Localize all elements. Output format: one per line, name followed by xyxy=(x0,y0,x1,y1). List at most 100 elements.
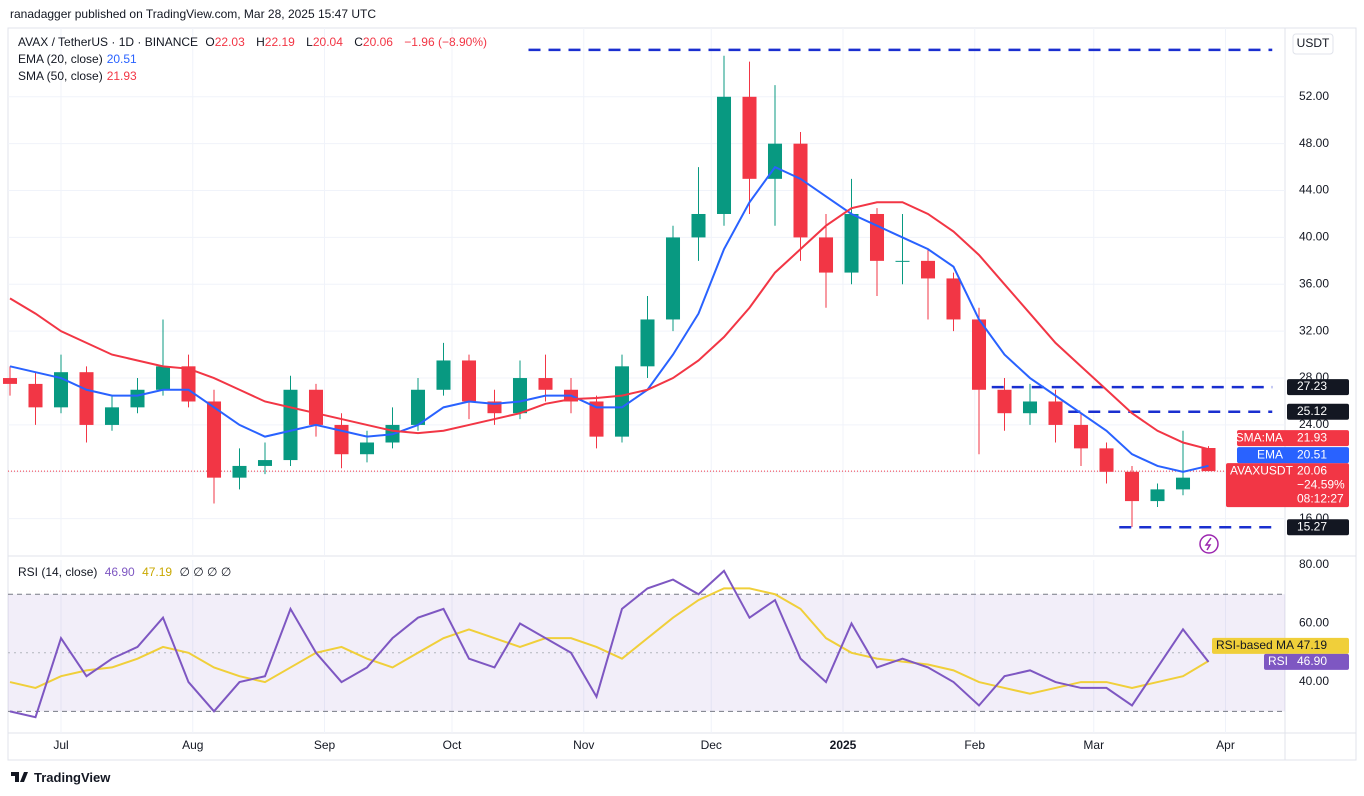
rsi-tick-label: 80.00 xyxy=(1299,557,1329,571)
ma-label-name: EMA xyxy=(1257,447,1283,461)
ma-label-value: 20.51 xyxy=(1297,447,1327,461)
candle-body xyxy=(104,407,120,425)
ma-label-box xyxy=(1237,430,1349,447)
candle-body xyxy=(2,378,18,384)
ohlc-close: C20.06 xyxy=(354,35,397,49)
ema-value: 20.51 xyxy=(106,52,137,66)
plot-layer xyxy=(2,48,1273,719)
candle-body xyxy=(997,389,1012,414)
candle-body xyxy=(895,260,910,262)
rsi-ma-label-name: RSI-based MA xyxy=(1216,638,1294,652)
y-tick-label: 36.00 xyxy=(1299,276,1329,290)
brand: TradingView xyxy=(34,770,111,785)
rsi-legend: RSI (14, close) 46.90 47.19 ∅ ∅ ∅ ∅ xyxy=(18,565,235,579)
rsi-tick-label: 40.00 xyxy=(1299,674,1329,688)
level-label: 27.23 xyxy=(1297,379,1327,393)
ohlc-key: C xyxy=(354,35,363,49)
candle-body xyxy=(359,442,375,455)
change: −1.96 (−8.90%) xyxy=(404,35,488,49)
y-tick-label: 48.00 xyxy=(1299,136,1329,150)
rsi-band xyxy=(8,594,1285,712)
price-label-name: AVAXUSDT xyxy=(1230,463,1294,477)
alert-bolt xyxy=(1204,537,1212,551)
ma-label-value: 21.93 xyxy=(1297,430,1327,444)
candle-body xyxy=(1073,424,1089,449)
candle-body xyxy=(538,378,553,390)
candle-body xyxy=(181,366,196,402)
candle-body xyxy=(1048,401,1063,425)
ma-label-box xyxy=(1237,447,1349,464)
ohlc-value: 20.04 xyxy=(312,35,343,49)
x-tick-label: Mar xyxy=(1083,738,1104,752)
rsi-ma-value: 47.19 xyxy=(142,565,173,579)
symbol: AVAX / TetherUS · 1D · BINANCE xyxy=(18,35,199,49)
rsi-ma-label-value: 47.19 xyxy=(1297,638,1327,652)
rsi-tick-label: 60.00 xyxy=(1299,616,1329,630)
y-tick-label: 44.00 xyxy=(1299,183,1329,197)
alert-circle xyxy=(1199,534,1219,554)
candle-body xyxy=(130,389,145,408)
rsi-empty: ∅ ∅ ∅ ∅ xyxy=(179,565,232,579)
candle-body xyxy=(614,366,630,437)
ohlc-key: L xyxy=(306,35,313,49)
price-label-value: 20.06 xyxy=(1297,463,1327,477)
candle-body xyxy=(79,372,94,425)
sma-legend: SMA (50, close) 21.93 xyxy=(18,69,141,83)
ohlc-open: O22.03 xyxy=(205,35,248,49)
rsi-label-name: RSI xyxy=(1268,654,1288,668)
candle-body xyxy=(640,319,655,367)
y-tick-label: 32.00 xyxy=(1299,323,1329,337)
ma-line xyxy=(9,165,1209,473)
x-tick-label: Dec xyxy=(701,738,722,752)
candle-body xyxy=(206,401,222,478)
alert-icon[interactable] xyxy=(1199,534,1219,554)
candle-body xyxy=(512,378,528,414)
candle-body xyxy=(920,260,936,279)
ohlc-key: O xyxy=(205,35,215,49)
x-tick-label: Apr xyxy=(1216,738,1235,752)
candle-body xyxy=(308,389,324,425)
candle-body xyxy=(1022,401,1038,414)
candle-body xyxy=(971,319,987,390)
rsi-label-box xyxy=(1264,653,1349,670)
ema-legend: EMA (20, close) 20.51 xyxy=(18,52,141,66)
candle-body xyxy=(461,360,477,402)
ma-line xyxy=(9,201,1209,451)
level-label: 25.12 xyxy=(1297,404,1327,418)
y-tick-label: 24.00 xyxy=(1299,417,1329,431)
x-tick-label: 2025 xyxy=(830,738,857,752)
candle-body xyxy=(665,237,681,320)
candle-body xyxy=(742,96,757,179)
candle-body xyxy=(1201,448,1216,472)
rsi-ma-label-box xyxy=(1212,637,1349,654)
currency-box[interactable] xyxy=(1292,33,1334,55)
price-label-change: −24.59% xyxy=(1297,477,1345,491)
publish-info: ranadagger published on TradingView.com,… xyxy=(10,7,377,21)
rsi-label-value: 46.90 xyxy=(1297,654,1327,668)
level-label: 15.27 xyxy=(1297,519,1327,533)
candle-body xyxy=(1175,477,1191,490)
ohlc-low: L20.04 xyxy=(306,35,347,49)
candle-body xyxy=(869,213,885,261)
candle-body xyxy=(1150,489,1165,502)
candle-body xyxy=(487,401,502,414)
candle-body xyxy=(844,213,859,273)
ohlc-value: 22.03 xyxy=(214,35,245,49)
x-tick-label: Aug xyxy=(182,738,203,752)
candle-body xyxy=(691,213,706,238)
candle-body xyxy=(28,383,43,408)
logo-shape xyxy=(11,772,28,782)
currency: USDT xyxy=(1297,36,1330,50)
candle-body xyxy=(232,465,247,478)
candle-body xyxy=(155,366,171,390)
price-label-timer: 08:12:27 xyxy=(1297,491,1344,505)
ema-name: EMA (20, close) xyxy=(18,52,103,66)
symbol-legend: AVAX / TetherUS · 1D · BINANCE O22.03 H2… xyxy=(18,35,491,49)
x-tick-label: Nov xyxy=(573,738,594,752)
candle-body xyxy=(257,460,273,466)
candle-body xyxy=(946,278,961,320)
sma-value: 21.93 xyxy=(106,69,137,83)
y-tick-label: 52.00 xyxy=(1299,89,1329,103)
rsi-title: RSI (14, close) xyxy=(18,565,98,579)
